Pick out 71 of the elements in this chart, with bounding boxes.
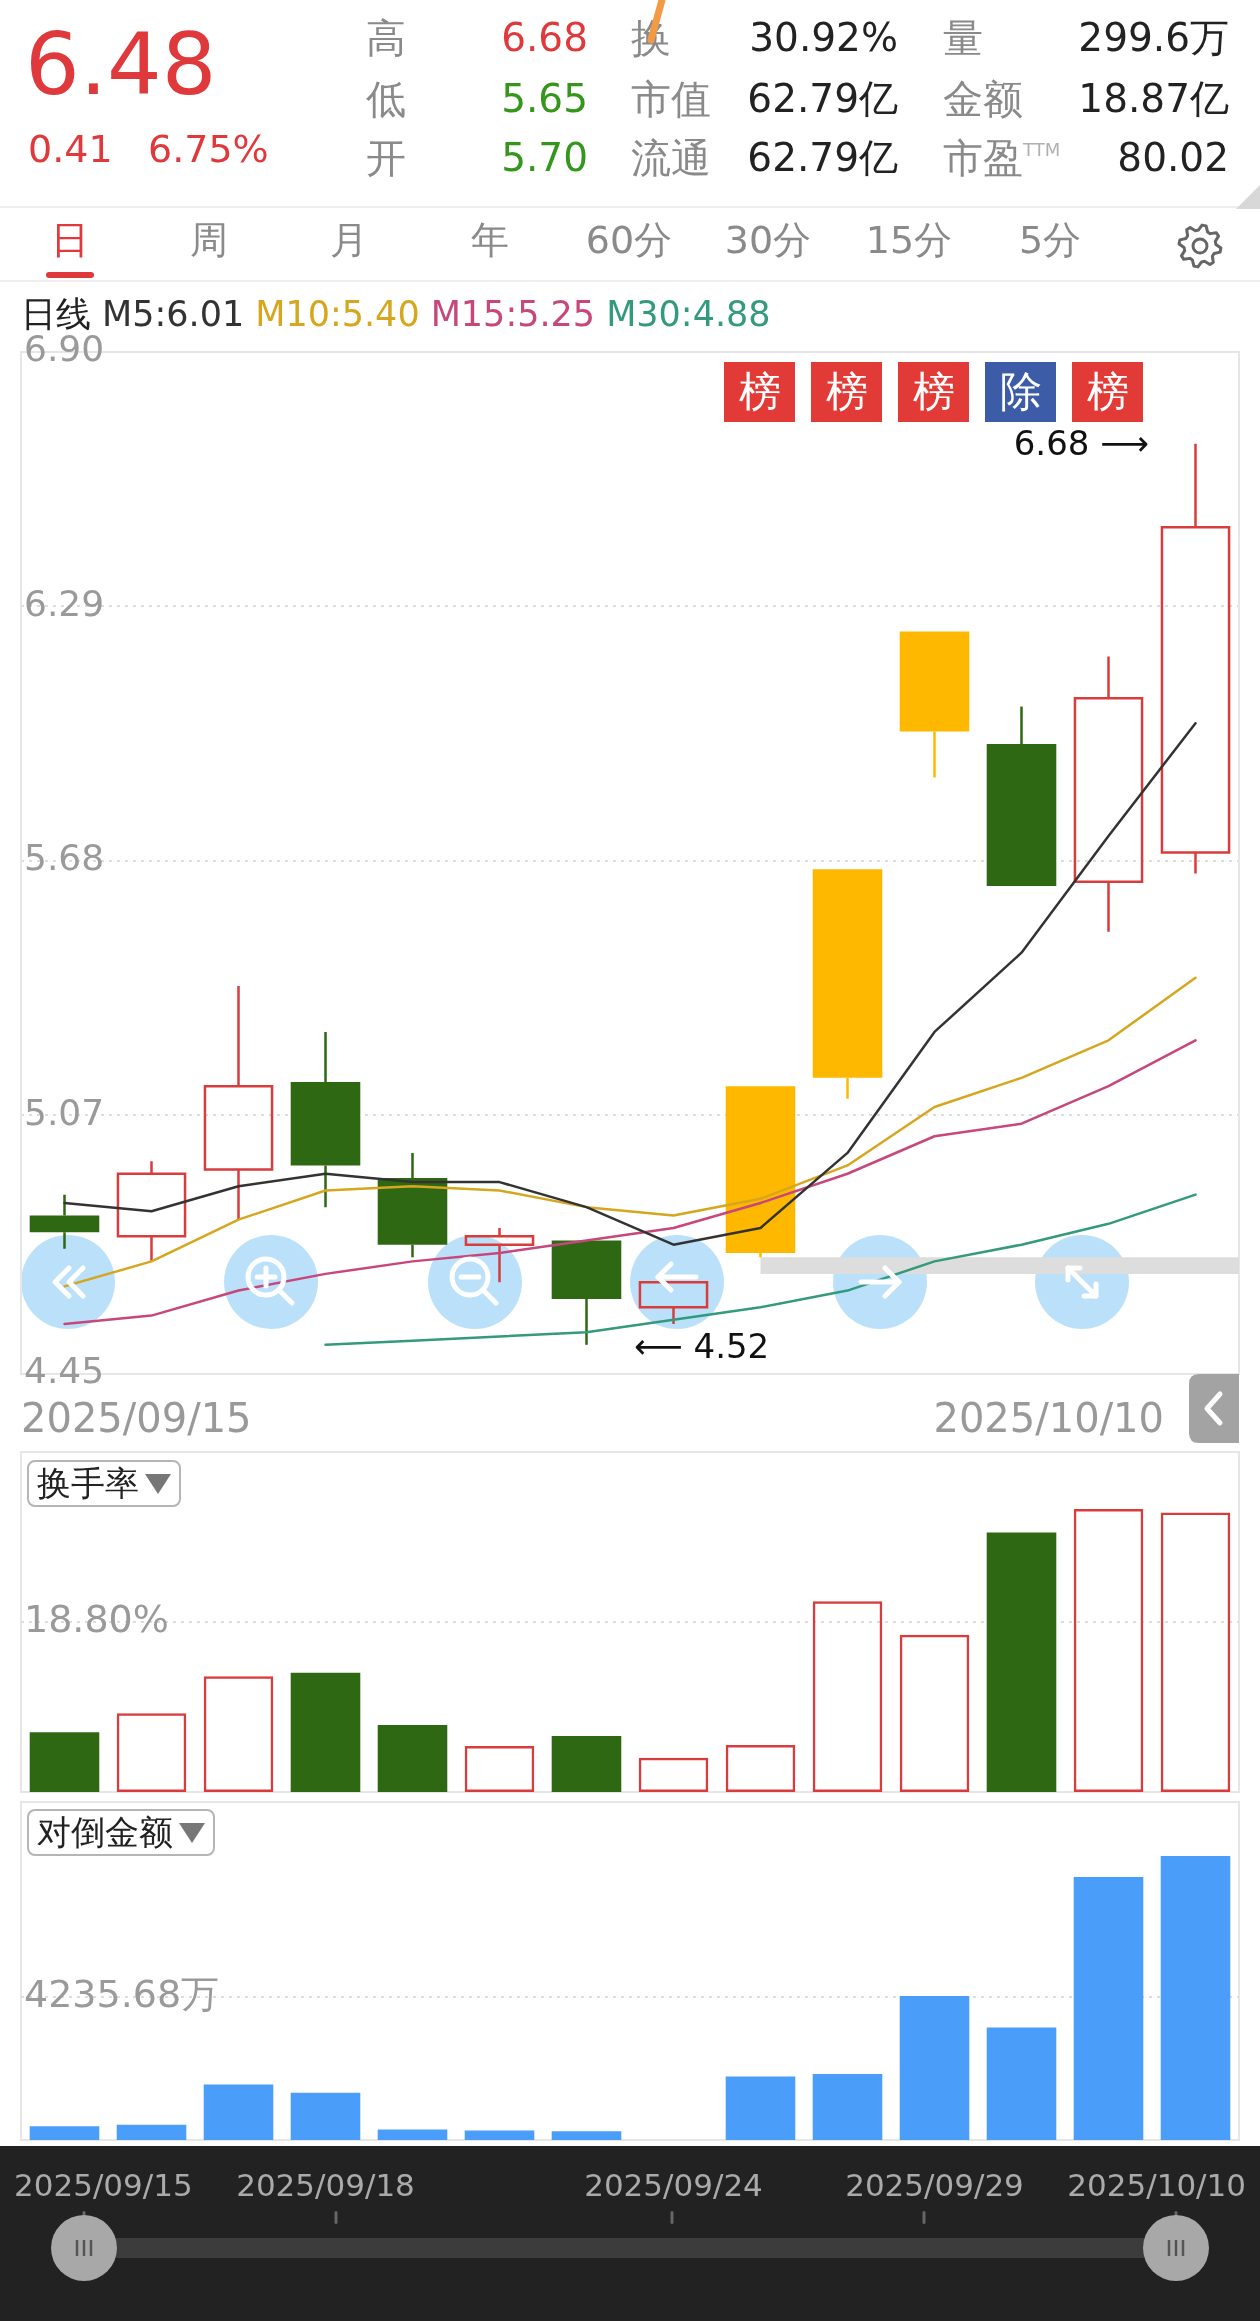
text: 周 — [190, 218, 228, 263]
text: 5.65 — [501, 75, 588, 122]
candlestick — [29, 1193, 100, 1251]
text: 高 — [366, 15, 406, 61]
candlestick — [203, 984, 274, 1221]
text: M30:4.88 — [606, 293, 771, 334]
text: 60分 — [585, 218, 673, 263]
x-tick-label: 2025/09/29 — [845, 2167, 1024, 2204]
text: 62.79亿 — [747, 75, 898, 122]
annotation: ⟵ 4.52 — [634, 1326, 770, 1367]
text: M10:5.40 — [255, 293, 420, 334]
candlestick — [290, 1030, 361, 1209]
text: 6.48 — [25, 13, 217, 114]
candlestick — [1160, 442, 1231, 875]
text: 18.87亿 — [1078, 75, 1229, 122]
text: 金额 — [943, 76, 1023, 122]
text: 2025/10/10 — [933, 1395, 1164, 1441]
text: 流通 — [631, 135, 711, 181]
x-tick-label: 2025/09/18 — [236, 2167, 415, 2204]
y-tick-label: 18.80% — [24, 1596, 169, 1641]
text: M15:5.25 — [430, 293, 596, 334]
x-tick-label: 2025/09/15 — [14, 2167, 193, 2204]
text: 开 — [366, 135, 406, 181]
text: 2025/09/15 — [21, 1395, 252, 1441]
text: 15分 — [865, 218, 953, 263]
text: 年 — [471, 218, 509, 263]
y-tick-label: 4235.68万 — [24, 1971, 220, 2016]
bar — [551, 1735, 622, 1792]
bar — [290, 1672, 361, 1792]
annotation: 除 — [985, 362, 1056, 422]
candlestick — [986, 705, 1057, 886]
x-tick-label: 2025/10/10 — [1067, 2167, 1247, 2204]
candlestick — [638, 1280, 709, 1326]
annotation: 6.68 ⟶ — [1013, 423, 1149, 464]
text: 6.75% — [148, 127, 269, 172]
text: 80.02 — [1117, 134, 1229, 181]
candlestick — [116, 1160, 187, 1263]
text: 市值 — [631, 76, 711, 122]
y-tick-label: 5.07 — [24, 1091, 105, 1133]
chart-title: 对倒金额 — [37, 1810, 173, 1854]
candlestick — [377, 1151, 448, 1259]
bar — [29, 1732, 100, 1792]
annotation: 榜 — [811, 362, 882, 422]
candlestick — [1073, 655, 1144, 934]
text: 日 — [51, 218, 89, 263]
candlestick — [725, 1086, 796, 1259]
text: M5:6.01 — [102, 293, 245, 334]
candlestick — [899, 631, 970, 779]
bar — [377, 1725, 448, 1792]
y-tick-label: 5.68 — [24, 837, 105, 879]
text: 月 — [330, 218, 368, 263]
text: 量 — [943, 15, 983, 61]
text: 5分 — [1018, 218, 1082, 263]
text: 299.6万 — [1078, 14, 1229, 61]
text: 30.92% — [749, 14, 898, 61]
text: 6.68 — [501, 14, 588, 61]
y-tick-label: 4.45 — [24, 1350, 105, 1392]
text: 市盈$^{TTM}$ — [943, 135, 1061, 181]
text: 0.41 — [28, 127, 113, 172]
text: 低 — [366, 76, 406, 122]
candlestick — [551, 1240, 622, 1347]
annotation: 榜 — [898, 362, 969, 422]
annotation: 榜 — [724, 362, 795, 422]
text: 30分 — [724, 218, 812, 263]
annotation: 榜 — [1072, 362, 1143, 422]
chart-title: 换手率 — [37, 1461, 139, 1505]
y-tick-label: 6.29 — [24, 582, 105, 624]
bar — [986, 1532, 1057, 1792]
text: 62.79亿 — [747, 134, 898, 181]
text: 5.70 — [501, 134, 588, 181]
x-tick-label: 2025/09/24 — [584, 2167, 763, 2204]
